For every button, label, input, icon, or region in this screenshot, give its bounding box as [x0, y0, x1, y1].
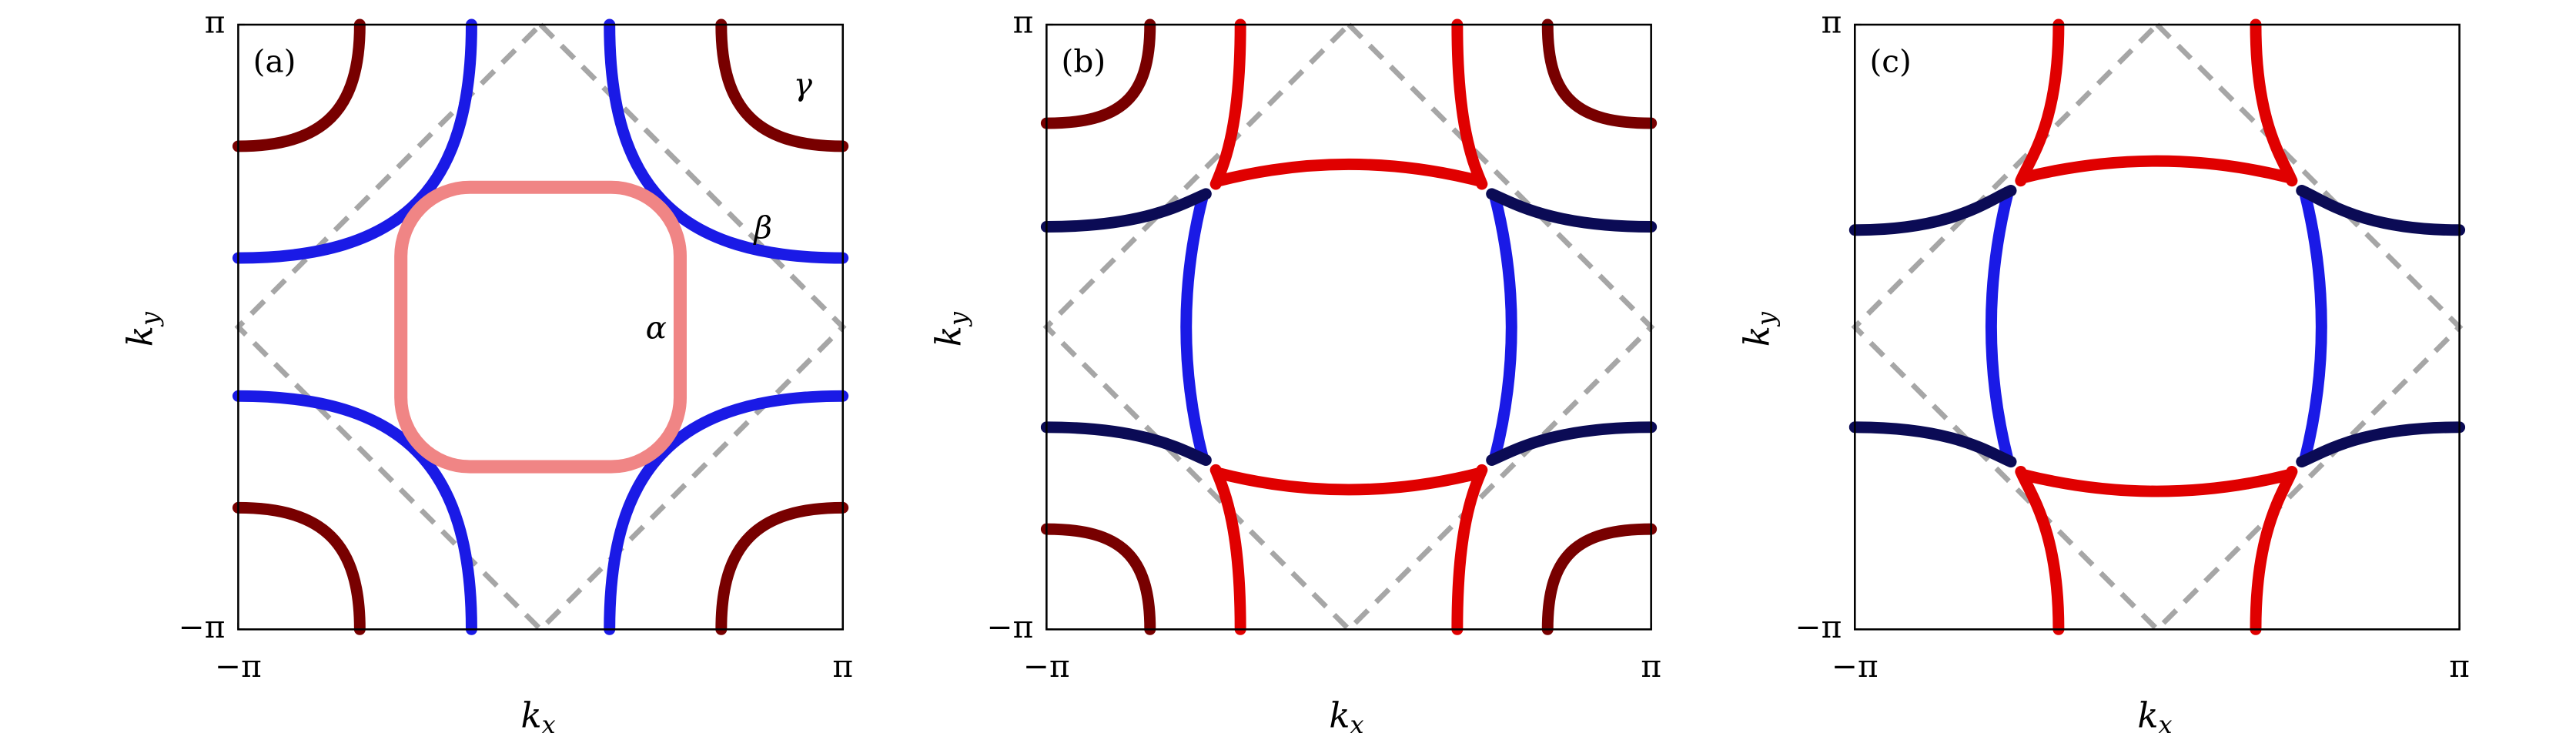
y-axis-label-main: k — [928, 326, 969, 347]
fermi-contour — [1486, 188, 1658, 233]
y-tick-label: π — [1822, 4, 1842, 41]
fermi-contour — [2015, 465, 2065, 635]
fermi-contour — [2018, 155, 2295, 183]
brillouin-zone — [234, 21, 847, 634]
annotation: β — [753, 209, 772, 246]
fermi-contour — [2250, 18, 2298, 187]
y-axis-label: ky — [928, 311, 972, 347]
x-axis-label-subscript: x — [1350, 710, 1364, 739]
x-axis-label: kx — [2137, 695, 2172, 739]
fermi-contour — [232, 18, 366, 152]
fermi-contour — [2296, 185, 2466, 236]
y-axis-label-subscript: y — [943, 311, 972, 327]
x-tick-label: −π — [1832, 648, 1878, 685]
x-axis-label-subscript: x — [2158, 710, 2172, 739]
fermi-contour — [2299, 188, 2327, 464]
y-axis-label: ky — [1736, 311, 1781, 347]
x-axis-label-subscript: x — [542, 710, 556, 739]
fermi-contour — [1209, 18, 1246, 190]
fermi-contour — [1848, 421, 2017, 468]
plot-area — [1855, 25, 2460, 630]
fermi-contour — [1985, 188, 2014, 464]
fermi-contour — [1451, 464, 1488, 635]
x-tick-label: π — [1641, 648, 1661, 685]
fermi-contour — [1848, 185, 2017, 236]
fermi-contour — [2250, 465, 2298, 635]
axes-frame — [1854, 23, 2461, 631]
y-tick-label: −π — [1795, 608, 1842, 645]
y-tick-label: −π — [179, 608, 226, 645]
fermi-contour — [2015, 18, 2065, 187]
fermi-contour — [1040, 188, 1212, 233]
panel-label: (a) — [253, 43, 296, 80]
fermi-contour — [2018, 469, 2295, 497]
x-tick-label: π — [2449, 648, 2470, 685]
fermi-contour — [1040, 421, 1212, 466]
annotation: α — [646, 309, 667, 346]
y-axis-label-main: k — [119, 326, 160, 347]
fermi-contour — [1040, 523, 1156, 635]
y-axis-label-subscript: y — [1751, 311, 1781, 327]
x-axis-label: kx — [1329, 695, 1363, 739]
x-axis-label-main: k — [520, 695, 541, 735]
annotation: γ — [794, 66, 813, 103]
y-tick-label: π — [1013, 4, 1034, 41]
panel-label: (b) — [1062, 43, 1106, 80]
brillouin-zone — [1851, 21, 2464, 634]
y-tick-label: −π — [987, 608, 1034, 645]
fermi-contour — [394, 180, 687, 474]
x-axis-label-main: k — [1329, 695, 1350, 735]
y-axis-label-main: k — [1736, 326, 1777, 347]
plot-area — [1046, 25, 1651, 630]
y-axis-label: ky — [119, 311, 164, 347]
fermi-contour — [232, 501, 366, 635]
fermi-contour — [715, 501, 849, 635]
x-tick-label: π — [832, 648, 853, 685]
fermi-contour — [1180, 191, 1209, 463]
x-axis-label-main: k — [2137, 695, 2158, 735]
fermi-contour — [1213, 467, 1485, 496]
y-axis-label-subscript: y — [135, 311, 164, 327]
fermi-contour — [1451, 18, 1488, 190]
brillouin-zone — [1042, 21, 1655, 634]
y-tick-label: π — [205, 4, 226, 41]
x-axis-label: kx — [520, 695, 555, 739]
fermi-contour — [1489, 191, 1517, 463]
fermi-contour — [1541, 18, 1658, 129]
panel-label: (c) — [1869, 43, 1911, 80]
fermi-contour — [2296, 421, 2466, 468]
x-tick-label: −π — [215, 648, 262, 685]
plot-area — [238, 25, 843, 630]
fermi-contour — [715, 18, 849, 152]
x-tick-label: −π — [1023, 648, 1070, 685]
axes-frame — [237, 23, 845, 631]
fermi-contour — [1040, 18, 1156, 129]
fermi-contour — [1209, 464, 1246, 635]
fermi-contour — [1213, 158, 1485, 187]
fermi-contour — [1541, 523, 1658, 635]
axes-frame — [1045, 23, 1652, 631]
fermi-contour — [1486, 421, 1658, 466]
